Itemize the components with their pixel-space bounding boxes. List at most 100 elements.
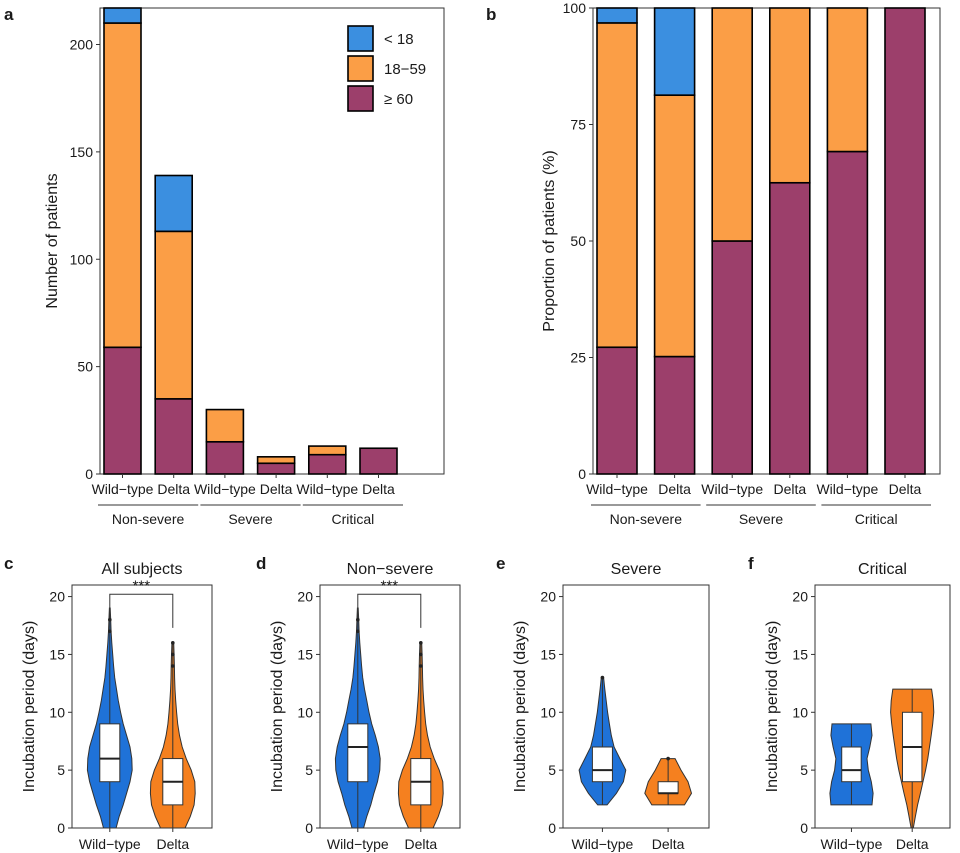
outlier-point xyxy=(419,641,423,645)
outlier-point xyxy=(666,756,670,761)
bar-segment xyxy=(256,456,296,465)
bar-segment xyxy=(307,445,347,456)
y-tick-label: 10 xyxy=(297,704,313,720)
box-iqr xyxy=(657,781,679,794)
bar-segment xyxy=(653,355,696,475)
x-tick-label: Delta xyxy=(404,836,437,852)
group-label: Severe xyxy=(228,511,273,527)
violin-panel-f: Critical Wild−type Delta 0 5 10 15 20 Incubation… xyxy=(764,561,951,852)
group-label: Non-severe xyxy=(112,511,185,527)
x-tick-label: Wild−type xyxy=(194,481,256,497)
x-tick-label: Wild−type xyxy=(701,481,763,497)
bar-segment xyxy=(653,7,696,96)
box-iqr xyxy=(99,723,121,783)
significance-bracket xyxy=(109,593,174,628)
panel-letter-b: b xyxy=(486,5,496,24)
y-tick-label: 0 xyxy=(85,466,93,482)
group-label: Non-severe xyxy=(610,511,683,527)
bar-segment xyxy=(884,7,926,475)
bar-segment xyxy=(596,7,638,24)
x-tick-label: Delta xyxy=(773,481,806,497)
bar-segment xyxy=(826,7,869,153)
legend-swatch xyxy=(347,55,374,82)
panel-letter-e: e xyxy=(496,554,505,573)
panel-title: Critical xyxy=(858,561,907,578)
y-tick-label: 75 xyxy=(570,117,586,133)
y-tick-label: 50 xyxy=(77,359,93,375)
bar-segment xyxy=(826,150,869,475)
bar-segment xyxy=(154,174,193,233)
y-tick-label: 200 xyxy=(70,37,94,53)
violin-panel-c: All subjects Wild−type Delta *** 0 5 10 15 20 Inc… xyxy=(21,561,213,852)
x-tick-label: Wild−type xyxy=(92,481,154,497)
bar-segment xyxy=(205,408,245,443)
panel-title: Non−severe xyxy=(347,561,434,578)
violin-panel-d: Non−severe Wild−type Delta *** 0 5 10 15 20 Incub… xyxy=(269,561,461,852)
y-axis-label: Proportion of patients (%) xyxy=(541,150,558,331)
x-tick-label: Delta xyxy=(658,481,691,497)
y-tick-label: 15 xyxy=(540,646,556,662)
y-tick-label: 20 xyxy=(49,589,65,605)
bar-segment xyxy=(205,440,245,475)
y-tick-label: 25 xyxy=(570,350,586,366)
x-tick-label: Delta xyxy=(260,481,293,497)
legend-swatch xyxy=(347,25,374,52)
plot-frame xyxy=(814,584,951,829)
plot-frame xyxy=(319,584,461,829)
x-tick-label: Wild−type xyxy=(586,481,648,497)
y-tick-label: 5 xyxy=(57,762,65,778)
outlier-point xyxy=(108,629,112,634)
x-tick-label: Delta xyxy=(896,836,929,852)
legend: < 18 18−59 ≥ 60 xyxy=(347,25,426,112)
legend-label: 18−59 xyxy=(384,61,426,78)
bar-segment xyxy=(768,7,811,184)
x-tick-label: Delta xyxy=(157,481,190,497)
box-iqr xyxy=(347,723,369,783)
outlier-point xyxy=(108,617,112,622)
y-tick-label: 100 xyxy=(70,251,94,267)
x-tick-label: Wild−type xyxy=(571,836,633,852)
x-tick-label: Wild−type xyxy=(816,481,878,497)
y-axis-label: Incubation period (days) xyxy=(269,621,286,793)
bar-segment xyxy=(596,22,638,349)
plot-frame xyxy=(562,584,710,829)
bar-panel-b: 0 25 50 75 100 Wild−type Delta Wild−type Delta Wi… xyxy=(541,0,941,527)
violin-panel-e: Severe Wild−type Delta 0 5 10 15 20 Incubation p… xyxy=(512,561,710,852)
bar-segment xyxy=(768,181,811,475)
y-tick-label: 0 xyxy=(800,820,808,836)
plot-frame xyxy=(71,584,213,829)
bar-segment xyxy=(154,398,193,475)
y-tick-label: 15 xyxy=(49,646,65,662)
bar-segment xyxy=(103,22,142,349)
bar-segment xyxy=(711,7,754,242)
y-tick-label: 10 xyxy=(792,704,808,720)
legend-swatch xyxy=(347,85,374,112)
y-tick-label: 10 xyxy=(49,704,65,720)
y-tick-label: 150 xyxy=(70,144,94,160)
y-axis-label: Incubation period (days) xyxy=(512,621,529,793)
outlier-point xyxy=(419,664,423,668)
significance-bracket xyxy=(357,593,422,628)
panel-letter-c: c xyxy=(4,554,13,573)
outlier-point xyxy=(171,664,175,668)
group-label: Critical xyxy=(855,511,898,527)
outlier-point xyxy=(171,652,175,657)
x-tick-label: Delta xyxy=(156,836,189,852)
significance-label: *** xyxy=(381,577,399,594)
x-tick-label: Delta xyxy=(652,836,685,852)
y-tick-label: 100 xyxy=(563,0,587,16)
y-tick-label: 5 xyxy=(800,762,808,778)
group-label: Severe xyxy=(739,511,784,527)
y-tick-label: 0 xyxy=(548,820,556,836)
y-tick-label: 50 xyxy=(570,233,586,249)
x-tick-label: Wild−type xyxy=(821,836,883,852)
box-iqr xyxy=(841,746,862,783)
bar-segment xyxy=(711,240,754,475)
y-tick-label: 20 xyxy=(792,589,808,605)
bar-segment xyxy=(307,453,347,475)
outlier-point xyxy=(600,675,605,680)
y-tick-label: 0 xyxy=(57,820,65,836)
bar-segment xyxy=(596,346,638,475)
